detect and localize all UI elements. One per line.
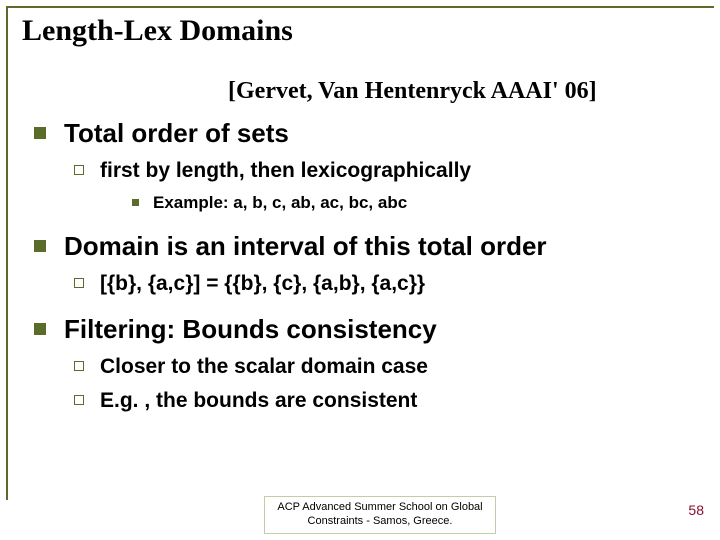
bullet-level1: Filtering: Bounds consistency: [34, 314, 690, 345]
bullet-level2: Closer to the scalar domain case: [74, 355, 690, 379]
square-bullet-icon: [34, 127, 46, 139]
bullet-text: E.g. , the bounds are consistent: [100, 389, 417, 413]
bullet-level2: E.g. , the bounds are consistent: [74, 389, 690, 413]
bullet-level2: [{b}, {a,c}] = {{b}, {c}, {a,b}, {a,c}}: [74, 272, 690, 296]
bullet-text: first by length, then lexicographically: [100, 159, 471, 183]
slide-content: Total order of sets first by length, the…: [34, 118, 690, 427]
bullet-level2: first by length, then lexicographically: [74, 159, 690, 183]
bullet-text: Closer to the scalar domain case: [100, 355, 428, 379]
bullet-text: Total order of sets: [64, 118, 289, 149]
bullet-level3: Example: a, b, c, ab, ac, bc, abc: [132, 193, 690, 213]
page-number: 58: [688, 502, 704, 518]
footer-box: ACP Advanced Summer School on Global Con…: [264, 496, 496, 534]
hollow-square-bullet-icon: [74, 165, 84, 175]
square-bullet-icon: [34, 240, 46, 252]
hollow-square-bullet-icon: [74, 395, 84, 405]
footer-line1: ACP Advanced Summer School on Global: [273, 501, 487, 515]
bullet-level1: Total order of sets: [34, 118, 690, 149]
footer-line2: Constraints - Samos, Greece.: [273, 515, 487, 529]
slide-title: Length-Lex Domains: [22, 14, 293, 48]
bullet-text: [{b}, {a,c}] = {{b}, {c}, {a,b}, {a,c}}: [100, 272, 425, 296]
bullet-text: Example: a, b, c, ab, ac, bc, abc: [153, 193, 407, 213]
slide-border-top: [6, 6, 714, 8]
bullet-level1: Domain is an interval of this total orde…: [34, 231, 690, 262]
square-bullet-icon: [34, 323, 46, 335]
hollow-square-bullet-icon: [74, 278, 84, 288]
slide-border-left: [6, 6, 8, 500]
hollow-square-bullet-icon: [74, 361, 84, 371]
citation-text: [Gervet, Van Hentenryck AAAI' 06]: [228, 78, 597, 105]
small-square-bullet-icon: [132, 199, 139, 206]
bullet-text: Domain is an interval of this total orde…: [64, 231, 547, 262]
bullet-text: Filtering: Bounds consistency: [64, 314, 437, 345]
